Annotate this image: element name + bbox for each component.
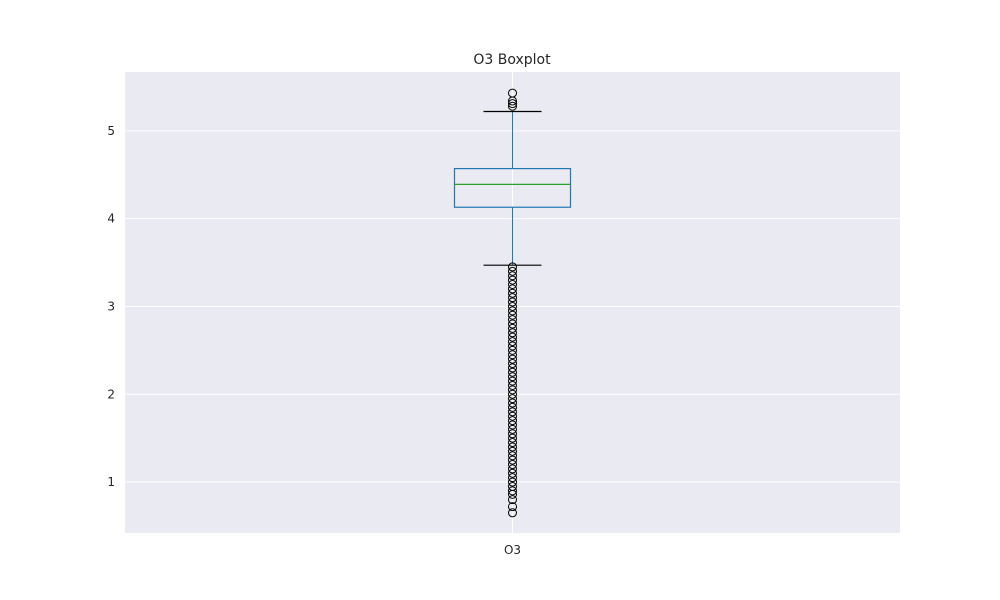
outlier-point — [508, 433, 517, 443]
x-tick-labels: O3 — [504, 543, 521, 557]
outlier-point — [508, 411, 517, 421]
outlier-point — [508, 438, 517, 448]
outlier-point — [508, 337, 517, 347]
outlier-point — [508, 88, 517, 98]
outlier-point — [508, 363, 517, 373]
outlier-point — [508, 275, 517, 285]
outlier-point — [508, 301, 517, 311]
outlier-point — [508, 398, 517, 408]
y-tick-label: 3 — [107, 299, 115, 313]
outliers — [508, 88, 517, 518]
box-group — [453, 88, 572, 518]
outlier-point — [508, 99, 517, 109]
outlier-point — [508, 394, 517, 404]
y-tick-label: 4 — [107, 212, 115, 226]
outlier-point — [508, 319, 517, 329]
outlier-point — [508, 385, 517, 395]
y-tick-label: 5 — [107, 124, 115, 138]
outlier-point — [508, 477, 517, 487]
outlier-point — [508, 297, 517, 307]
outlier-point — [508, 359, 517, 369]
outlier-point — [508, 328, 517, 338]
chart-title: O3 Boxplot — [473, 52, 551, 68]
outlier-point — [508, 332, 517, 342]
y-tick-label: 1 — [107, 475, 115, 489]
x-tick-label: O3 — [504, 543, 521, 557]
outlier-point — [508, 481, 517, 491]
outlier-point — [508, 323, 517, 333]
iqr-box — [453, 167, 572, 208]
outlier-point — [508, 376, 517, 386]
outlier-point — [508, 315, 517, 325]
outlier-point — [508, 310, 517, 320]
outlier-point — [508, 389, 517, 399]
outlier-point — [508, 262, 517, 272]
outlier-point — [508, 101, 517, 111]
outlier-point — [508, 288, 517, 298]
outlier-point — [508, 451, 517, 461]
outlier-point — [508, 341, 517, 351]
outlier-point — [508, 367, 517, 377]
outlier-point — [508, 502, 517, 512]
outlier-point — [508, 345, 517, 355]
outlier-point — [508, 306, 517, 316]
outlier-point — [508, 460, 517, 470]
outlier-point — [508, 420, 517, 430]
outlier-point — [508, 293, 517, 303]
outlier-point — [508, 486, 517, 496]
outlier-point — [508, 442, 517, 452]
y-tick-labels: 1 2 3 4 5 — [107, 124, 115, 489]
outlier-point — [508, 446, 517, 456]
outlier-point — [508, 424, 517, 434]
outlier-point — [508, 372, 517, 382]
outlier-point — [508, 508, 517, 518]
outlier-point — [508, 402, 517, 412]
outlier-point — [508, 495, 517, 505]
outlier-point — [508, 266, 517, 276]
outlier-point — [508, 429, 517, 439]
outlier-point — [508, 468, 517, 478]
outlier-point — [508, 407, 517, 417]
outlier-point — [508, 354, 517, 364]
outlier-point — [508, 271, 517, 281]
outlier-point — [508, 380, 517, 390]
outlier-point — [508, 279, 517, 289]
outlier-point — [508, 350, 517, 360]
outlier-point — [508, 455, 517, 465]
outlier-point — [508, 284, 517, 294]
outlier-point — [508, 416, 517, 426]
outlier-point — [508, 473, 517, 483]
outlier-point — [508, 464, 517, 474]
y-tick-label: 2 — [107, 387, 115, 401]
box-O3 — [453, 88, 572, 518]
